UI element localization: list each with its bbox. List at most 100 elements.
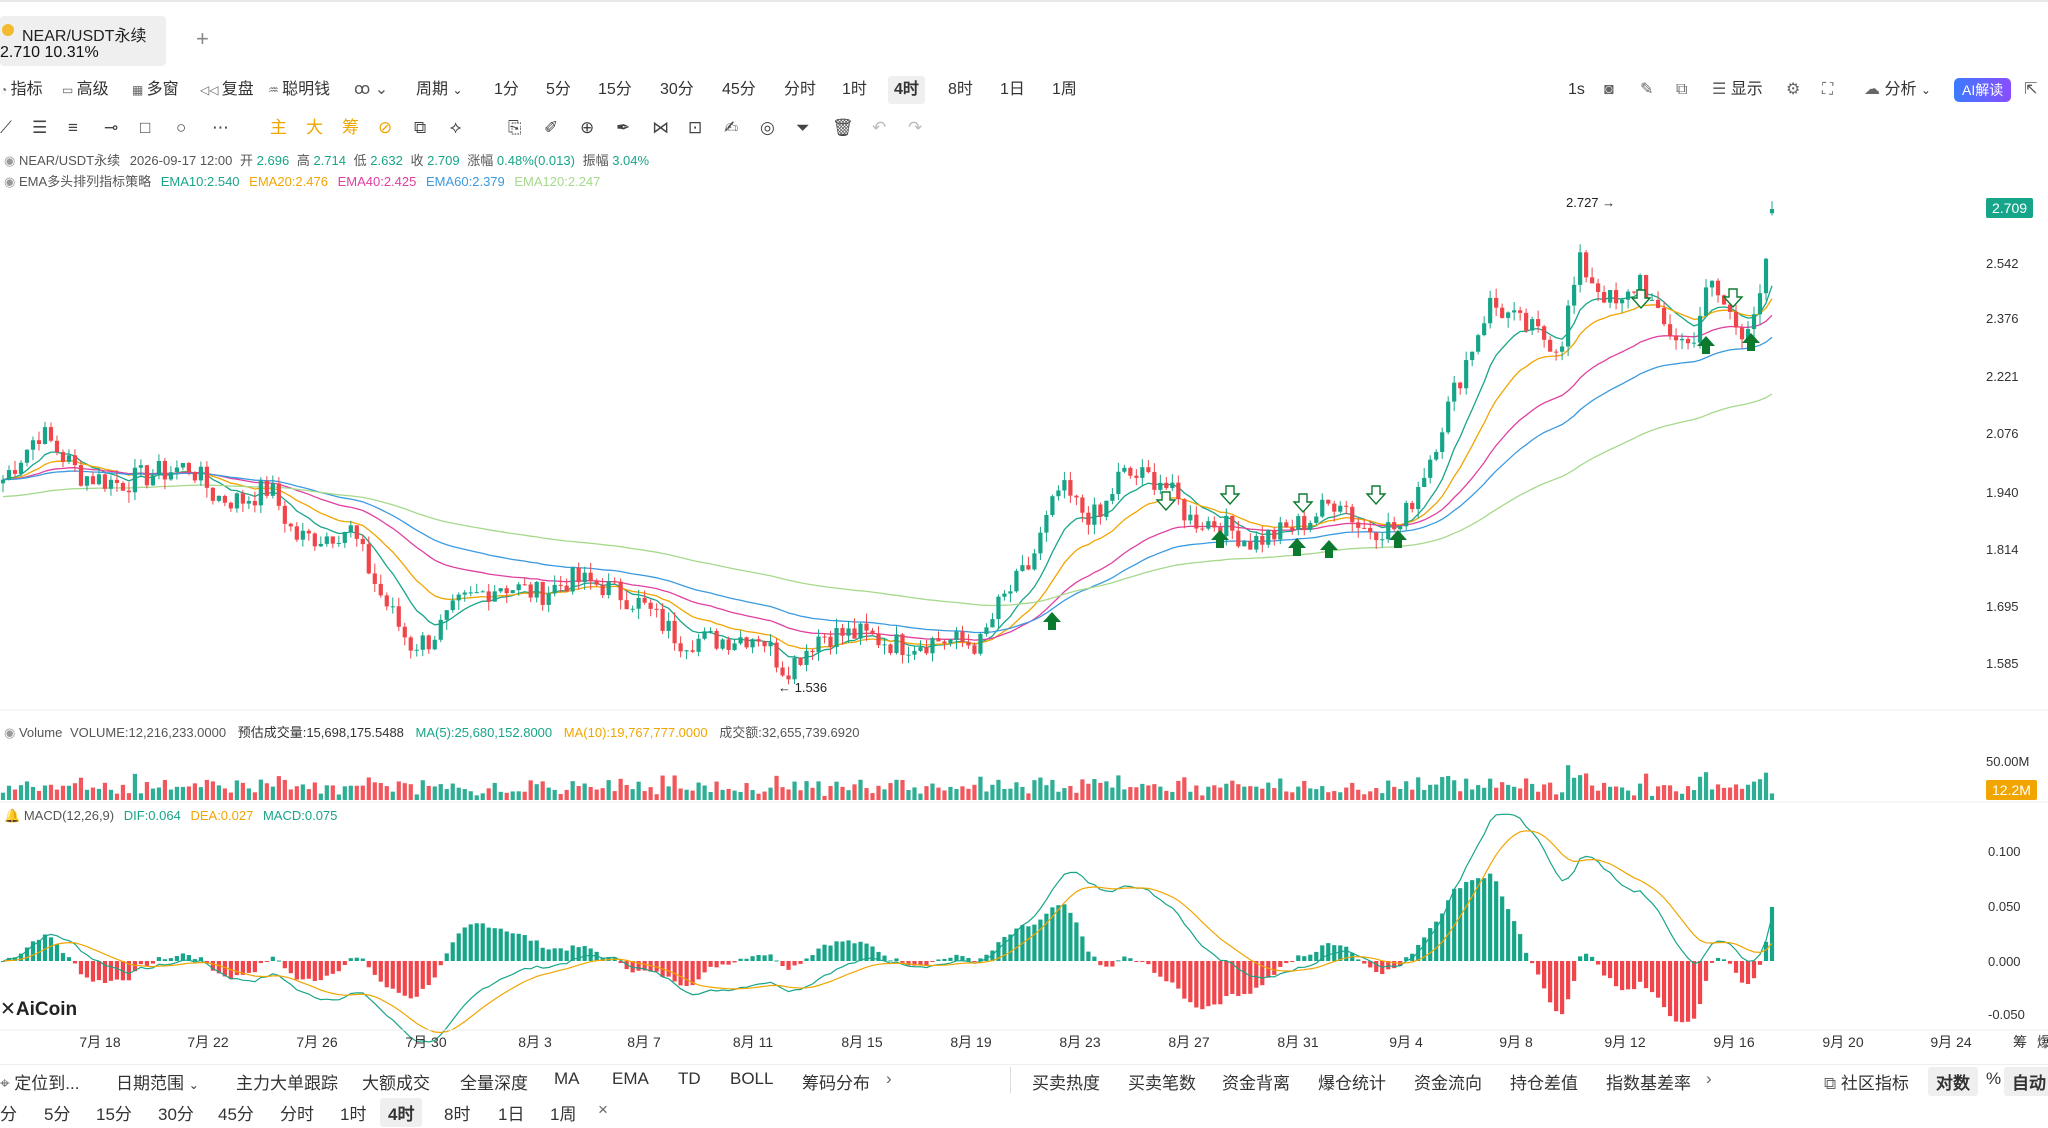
brush-icon[interactable]: ✒ [616,118,631,137]
analysis-dropdown[interactable]: ☁ 分析 ⌄ [1864,81,1931,98]
settings-icon[interactable]: ⚙ [1786,81,1801,98]
symbol-tab[interactable]: NEAR/USDT永续 2.710 10.31% [0,16,166,66]
indicator-large-trade[interactable]: 大额成交 [362,1074,430,1093]
chevron-right-icon[interactable]: › [886,1069,892,1088]
trash-icon[interactable]: 🗑 [832,118,854,137]
compare-icon[interactable]: ⧉ [414,118,427,137]
indicator-boll[interactable]: BOLL [730,1069,774,1088]
indicator-depth[interactable]: 全量深度 [460,1074,528,1093]
camera-icon[interactable]: ◙ [1604,81,1614,98]
bottom-period-5m[interactable]: 5分 [44,1105,71,1124]
period-1h[interactable]: 1时 [842,81,867,98]
lock-icon[interactable]: ⊡ [688,118,703,137]
percent-button[interactable]: % [1986,1069,2002,1088]
magnet-icon[interactable]: ⋈ [652,118,669,137]
bottom-period-1w[interactable]: 1周 [550,1105,577,1124]
log-scale-button[interactable]: 对数 [1928,1067,1978,1096]
data-basis-rate[interactable]: 指数基差率 [1606,1074,1691,1093]
indicator-td[interactable]: TD [678,1069,701,1088]
ai-interpret-button[interactable]: AI解读 [1954,78,2012,102]
indicator-chip[interactable]: 筹码分布 [802,1074,870,1093]
more-tools-icon[interactable]: ⋯ [212,118,229,137]
auto-scale-button[interactable]: 自动 [2004,1067,2048,1096]
indicator-ema[interactable]: EMA [612,1069,649,1088]
ema60-value: EMA60:2.379 [425,174,505,189]
chevron-right-icon[interactable]: › [1706,1069,1712,1088]
period-5m[interactable]: 5分 [546,81,571,98]
period-dropdown[interactable]: 周期 ⌄ [416,81,463,98]
bottom-period-1m[interactable]: 分 [0,1105,17,1124]
large-order-mode[interactable]: 大 [306,118,323,137]
bottom-period-1d[interactable]: 1日 [498,1105,525,1124]
indicator-button[interactable]: ◔ 指标 [0,81,43,98]
period-15m[interactable]: 15分 [598,81,632,98]
macd-histogram-bar [354,957,359,961]
data-position-diff[interactable]: 持仓差值 [1510,1074,1578,1093]
data-buy-sell-count[interactable]: 买卖笔数 [1128,1074,1196,1093]
bottom-period-1h[interactable]: 1时 [340,1105,367,1124]
data-fund-divergence[interactable]: 资金背离 [1222,1074,1290,1093]
data-fund-flow[interactable]: 资金流向 [1414,1074,1482,1093]
community-indicator-button[interactable]: ⧉ 社区指标 [1824,1074,1909,1093]
bottom-period-4h[interactable]: 4时 [380,1098,423,1127]
bottom-period-timeshare[interactable]: 分时 [280,1105,314,1124]
main-chart-mode[interactable]: 主 [270,118,287,137]
copy-icon[interactable]: ⎘ [508,118,522,137]
pattern-icon[interactable]: ⊘ [378,118,393,137]
line-tool-icon[interactable]: ⟋ [0,118,12,137]
macd-histogram-bar [1607,961,1613,979]
eye-icon[interactable]: ◉ [4,725,16,740]
edit-icon[interactable]: ✍ [724,118,739,137]
chip-mode[interactable]: 筹 [342,118,359,137]
macd-histogram-bar [108,961,114,981]
measure-icon[interactable]: ⟡ [450,118,462,137]
bottom-period-15m[interactable]: 15分 [96,1105,132,1124]
bell-icon[interactable]: 🔔 [4,808,21,823]
bottom-period-30m[interactable]: 30分 [158,1105,194,1124]
data-liquidation[interactable]: 爆仓统计 [1318,1074,1386,1093]
bottom-period-45m[interactable]: 45分 [218,1105,254,1124]
indicator-ma[interactable]: MA [554,1069,580,1088]
locate-button[interactable]: ⌖ 定位到... [0,1074,80,1093]
bottom-period-8h[interactable]: 8时 [444,1105,471,1124]
display-button[interactable]: ☰ 显示 [1712,81,1763,98]
period-45m[interactable]: 45分 [722,81,756,98]
period-1m[interactable]: 1分 [494,81,519,98]
filter-icon[interactable]: ⏷ [796,118,810,137]
close-icon[interactable]: × [598,1100,608,1119]
rectangle-tool-icon[interactable]: □ [140,118,151,137]
ellipse-tool-icon[interactable]: ○ [176,118,187,137]
date-range-dropdown[interactable]: 日期范围 ⌄ [116,1074,199,1093]
redo-icon[interactable]: ↷ [908,118,923,137]
eye-icon[interactable]: ◉ [4,174,16,189]
macd-histogram-bar [1392,961,1397,969]
add-tab-button[interactable]: + [196,26,209,51]
ruler-icon[interactable]: ✐ [544,118,559,137]
period-30m[interactable]: 30分 [660,81,694,98]
period-1d[interactable]: 1日 [1000,81,1025,98]
multi-window-button[interactable]: ▦ 多窗 [132,81,179,98]
indicator-main-force[interactable]: 主力大单跟踪 [236,1074,338,1093]
period-timeshare[interactable]: 分时 [784,81,817,98]
period-8h[interactable]: 8时 [948,81,973,98]
replay-button[interactable]: ◁◁ 复盘 [200,81,254,98]
expand-icon[interactable]: ⇱ [2024,81,2038,98]
period-1w[interactable]: 1周 [1052,81,1077,98]
horizontal-lines-icon[interactable]: ≡ [68,118,78,137]
kline-chart[interactable]: 2.542 2.376 2.221 2.076 1.940 1.814 1.695 1.585… [0,150,2048,1062]
advanced-button[interactable]: ▭ 高级 [62,81,109,98]
zoom-icon[interactable]: ⊕ [580,118,595,137]
fullscreen-icon[interactable]: ⛶ [1822,81,1834,98]
chart-type-dropdown[interactable]: ꝏ ⌄ [354,76,388,104]
one-second-button[interactable]: 1s [1568,81,1585,98]
period-4h[interactable]: 4时 [888,76,925,104]
undo-icon[interactable]: ↶ [872,118,887,137]
share-icon[interactable]: ⧉ [1676,81,1688,98]
horizontal-ray-icon[interactable]: ⊸ [104,118,119,137]
smart-money-button[interactable]: ♒ 聪明钱 [268,81,331,98]
pencil-icon[interactable]: ✎ [1640,81,1654,98]
parallel-lines-icon[interactable]: ☰ [32,118,48,137]
eye-icon[interactable]: ◉ [4,153,16,168]
eye-icon[interactable]: ◎ [760,118,775,137]
data-buy-sell-heat[interactable]: 买卖热度 [1032,1074,1100,1093]
